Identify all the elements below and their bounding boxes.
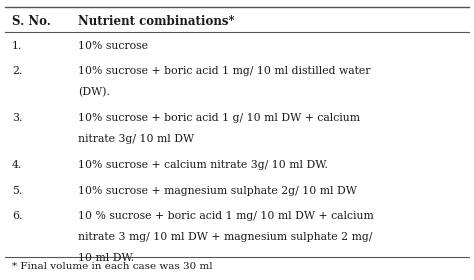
Text: 10% sucrose + boric acid 1 g/ 10 ml DW + calcium: 10% sucrose + boric acid 1 g/ 10 ml DW +…	[78, 113, 360, 123]
Text: 10 % sucrose + boric acid 1 mg/ 10 ml DW + calcium: 10 % sucrose + boric acid 1 mg/ 10 ml DW…	[78, 211, 374, 221]
Text: 6.: 6.	[12, 211, 22, 221]
Text: 3.: 3.	[12, 113, 22, 123]
Text: Nutrient combinations*: Nutrient combinations*	[78, 15, 235, 28]
Text: S. No.: S. No.	[12, 15, 51, 28]
Text: 1.: 1.	[12, 41, 22, 51]
Text: 10% sucrose + magnesium sulphate 2g/ 10 ml DW: 10% sucrose + magnesium sulphate 2g/ 10 …	[78, 186, 357, 196]
Text: nitrate 3 mg/ 10 ml DW + magnesium sulphate 2 mg/: nitrate 3 mg/ 10 ml DW + magnesium sulph…	[78, 232, 373, 242]
Text: * Final volume in each case was 30 ml: * Final volume in each case was 30 ml	[12, 262, 212, 271]
Text: 10 ml DW.: 10 ml DW.	[78, 253, 134, 263]
Text: (DW).: (DW).	[78, 87, 110, 98]
Text: 4.: 4.	[12, 160, 22, 170]
Text: 10% sucrose + boric acid 1 mg/ 10 ml distilled water: 10% sucrose + boric acid 1 mg/ 10 ml dis…	[78, 66, 371, 76]
Text: 10% sucrose: 10% sucrose	[78, 41, 148, 51]
Text: 10% sucrose + calcium nitrate 3g/ 10 ml DW.: 10% sucrose + calcium nitrate 3g/ 10 ml …	[78, 160, 328, 170]
Text: 2.: 2.	[12, 66, 22, 76]
Text: 5.: 5.	[12, 186, 22, 196]
Text: nitrate 3g/ 10 ml DW: nitrate 3g/ 10 ml DW	[78, 134, 194, 144]
